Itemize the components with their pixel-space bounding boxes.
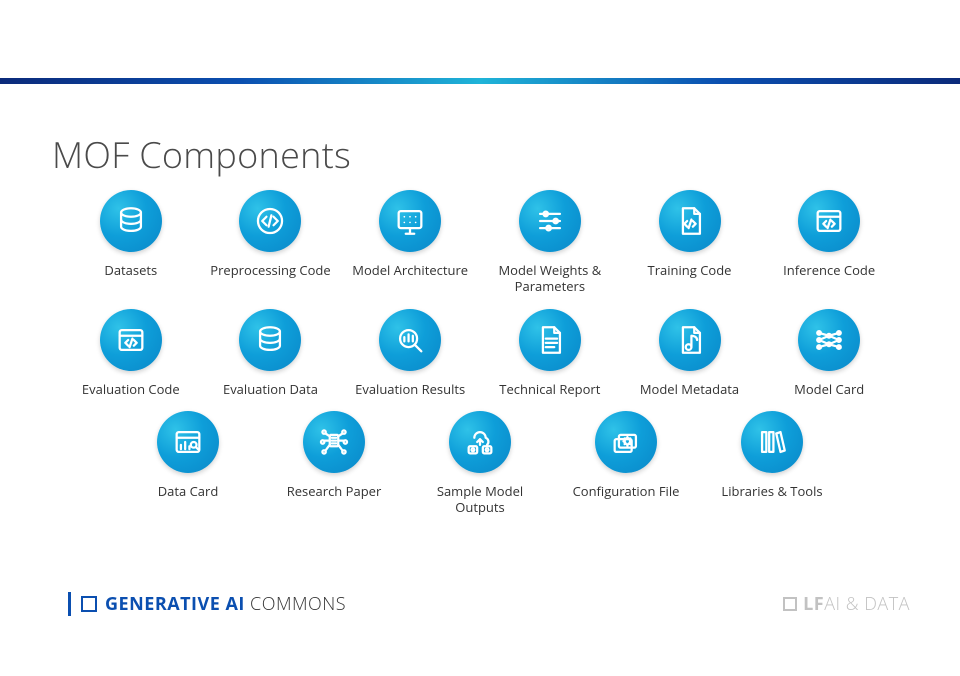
footer-right-logo: LFAI & DATA <box>783 592 910 616</box>
component-label: Research Paper <box>287 483 382 499</box>
component-label: Model Architecture <box>352 262 468 278</box>
component-label: Evaluation Results <box>355 381 465 397</box>
component-cell: Datasets <box>70 190 192 295</box>
grid-row-1: Datasets Preprocessing Code Model Architec… <box>70 190 890 295</box>
component-cell: Configuration File <box>562 411 690 516</box>
component-cell: Evaluation Data <box>210 309 332 397</box>
network-icon <box>798 309 860 371</box>
code-browser-icon <box>798 190 860 252</box>
component-label: Preprocessing Code <box>210 262 330 278</box>
footer-left-thin: COMMONS <box>245 592 346 616</box>
component-cell: Model Card <box>768 309 890 397</box>
component-cell: Libraries & Tools <box>708 411 836 516</box>
books-icon <box>741 411 803 473</box>
page-title: MOF Components <box>52 130 351 179</box>
grid-row-3: Data Card Research Paper Sample Model Outp… <box>70 411 890 516</box>
component-cell: Training Code <box>629 190 751 295</box>
component-label: Data Card <box>158 483 219 499</box>
logo-square-icon <box>783 597 797 611</box>
component-label: Inference Code <box>783 262 875 278</box>
code-circle-icon <box>239 190 301 252</box>
dashboard-icon <box>157 411 219 473</box>
component-cell: Model Metadata <box>629 309 751 397</box>
component-cell: Preprocessing Code <box>210 190 332 295</box>
component-label: Evaluation Data <box>223 381 318 397</box>
component-cell: Model Weights & Parameters <box>489 190 611 295</box>
component-label: Model Weights & Parameters <box>489 262 611 295</box>
component-label: Sample Model Outputs <box>417 483 543 516</box>
footer: GENERATIVE AI COMMONS LFAI & DATA <box>68 592 910 616</box>
component-label: Model Card <box>794 381 864 397</box>
component-label: Libraries & Tools <box>721 483 822 499</box>
component-label: Model Metadata <box>640 381 739 397</box>
code-browser-icon <box>100 309 162 371</box>
code-file-icon <box>659 190 721 252</box>
component-cell: Data Card <box>124 411 252 516</box>
footer-right-thin: AI & DATA <box>824 592 910 616</box>
chart-magnify-icon <box>379 309 441 371</box>
document-icon <box>519 309 581 371</box>
component-grid: Datasets Preprocessing Code Model Architec… <box>70 190 890 529</box>
component-cell: Sample Model Outputs <box>416 411 544 516</box>
settings-stack-icon <box>595 411 657 473</box>
component-cell: Inference Code <box>768 190 890 295</box>
component-label: Evaluation Code <box>82 381 180 397</box>
component-cell: Model Architecture <box>349 190 471 295</box>
monitor-grid-icon <box>379 190 441 252</box>
sliders-icon <box>519 190 581 252</box>
component-label: Technical Report <box>499 381 600 397</box>
top-gradient-bar <box>0 78 960 84</box>
component-cell: Evaluation Code <box>70 309 192 397</box>
audio-file-icon <box>659 309 721 371</box>
footer-right-bold: LF <box>803 592 824 616</box>
component-cell: Technical Report <box>489 309 611 397</box>
footer-left-logo: GENERATIVE AI COMMONS <box>68 592 346 616</box>
component-label: Datasets <box>104 262 157 278</box>
database-icon <box>100 190 162 252</box>
paper-nodes-icon <box>303 411 365 473</box>
component-cell: Evaluation Results <box>349 309 471 397</box>
logo-square-icon <box>81 596 97 612</box>
component-cell: Research Paper <box>270 411 398 516</box>
component-label: Configuration File <box>573 483 680 499</box>
grid-row-2: Evaluation Code Evaluation Data Evaluation… <box>70 309 890 397</box>
database-icon <box>239 309 301 371</box>
cloud-cameras-icon <box>449 411 511 473</box>
footer-left-bold: GENERATIVE AI <box>105 592 245 616</box>
component-label: Training Code <box>648 262 732 278</box>
